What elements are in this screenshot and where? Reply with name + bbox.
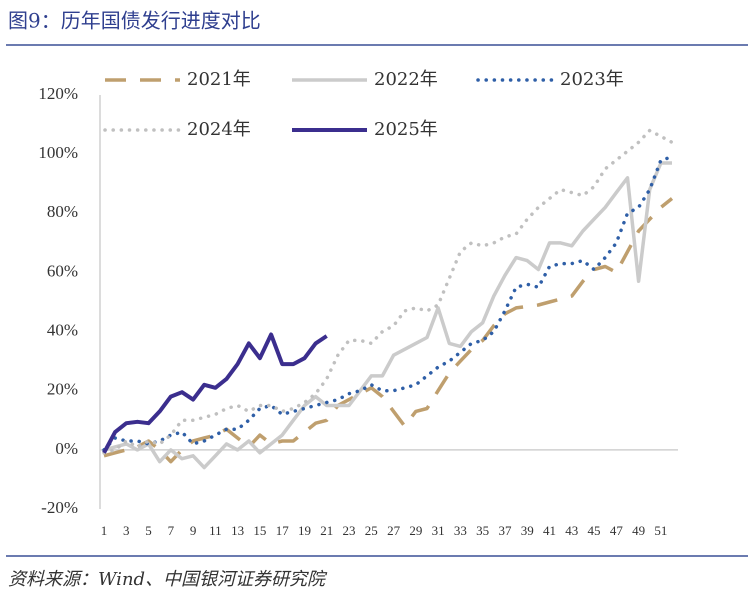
series-line <box>102 128 674 455</box>
x-tick-label: 9 <box>190 523 197 538</box>
y-tick-label: 40% <box>47 320 78 339</box>
y-tick-label: 120% <box>38 84 78 103</box>
x-tick-label: 25 <box>365 523 378 538</box>
x-tick-label: 21 <box>320 523 333 538</box>
x-tick-label: 1 <box>101 523 108 538</box>
chart-title: 图9：历年国债发行进度对比 <box>8 9 261 33</box>
y-tick-label: -20% <box>41 498 78 517</box>
x-tick-label: 41 <box>543 523 556 538</box>
legend-label: 2023年 <box>560 69 624 90</box>
x-tick-label: 23 <box>343 523 356 538</box>
y-tick-label: 0% <box>55 439 78 458</box>
x-tick-label: 13 <box>231 523 244 538</box>
series-line <box>102 332 328 454</box>
x-tick-label: 39 <box>521 523 534 538</box>
y-tick-label: 100% <box>38 143 78 162</box>
x-tick-label: 49 <box>632 523 645 538</box>
x-tick-label: 29 <box>409 523 422 538</box>
x-tick-label: 47 <box>610 523 624 538</box>
legend-label: 2022年 <box>374 69 438 90</box>
y-tick-label: 60% <box>47 261 78 280</box>
legend-label: 2025年 <box>374 119 438 140</box>
x-tick-label: 43 <box>565 523 578 538</box>
x-tick-label: 15 <box>253 523 266 538</box>
x-tick-label: 27 <box>387 523 401 538</box>
x-tick-label: 5 <box>145 523 152 538</box>
x-tick-label: 35 <box>476 523 489 538</box>
legend-label: 2024年 <box>187 119 251 140</box>
x-tick-label: 17 <box>276 523 290 538</box>
x-tick-label: 31 <box>432 523 445 538</box>
x-tick-label: 11 <box>209 523 222 538</box>
x-tick-label: 51 <box>654 523 667 538</box>
series-line <box>103 197 674 464</box>
x-tick-label: 7 <box>168 523 175 538</box>
x-tick-label: 37 <box>498 523 512 538</box>
legend-label: 2021年 <box>187 69 251 90</box>
x-tick-label: 33 <box>454 523 467 538</box>
y-tick-label: 20% <box>47 380 78 399</box>
series-line <box>102 155 674 452</box>
x-tick-label: 3 <box>123 523 130 538</box>
series-line <box>103 161 672 470</box>
source-note: 资料来源：Wind、中国银河证券研究院 <box>8 569 328 590</box>
y-tick-label: 80% <box>47 202 78 221</box>
x-tick-label: 45 <box>588 523 601 538</box>
x-tick-label: 19 <box>298 523 311 538</box>
